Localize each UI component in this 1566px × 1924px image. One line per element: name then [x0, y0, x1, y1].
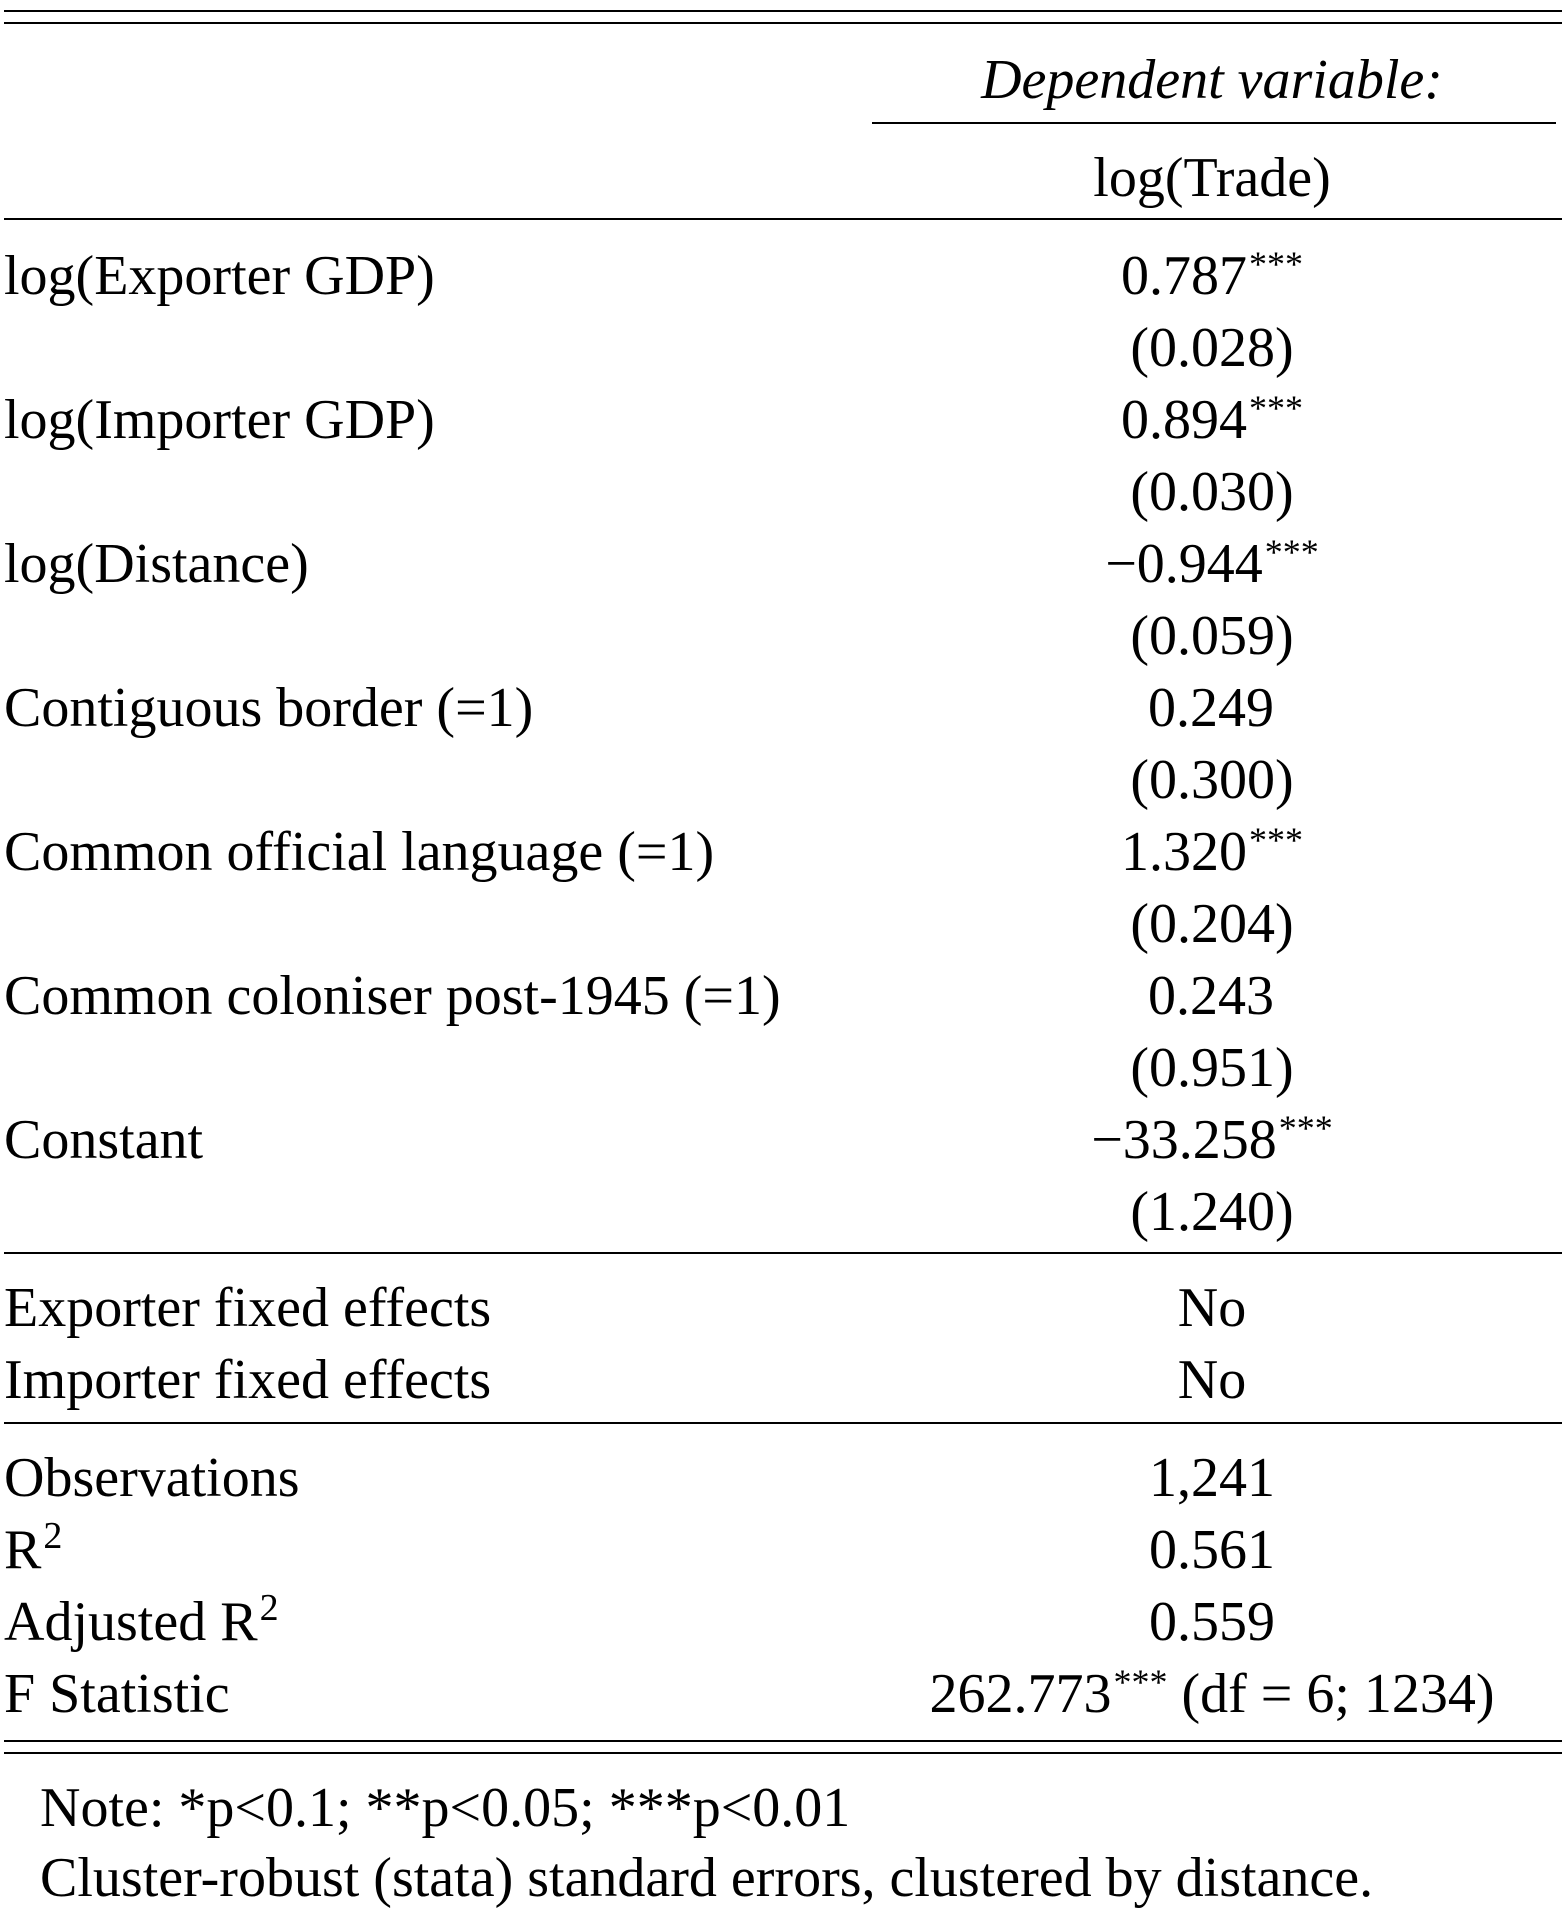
se-row-distance: (0.059) [0, 600, 1566, 672]
significance-stars: *** [1249, 820, 1303, 860]
stat-label: Adjusted R2 [4, 1587, 279, 1653]
coef-row-constant: Constant −33.258*** [0, 1104, 1566, 1176]
se-row-common-language: (0.204) [0, 888, 1566, 960]
coef-estimate: 0.787*** [1121, 244, 1303, 307]
significance-stars: *** [1249, 388, 1303, 428]
coef-standard-error: (0.300) [1130, 749, 1294, 811]
coef-standard-error: (0.204) [1130, 893, 1294, 955]
dependent-variable-rule [872, 122, 1556, 124]
coef-standard-error: (0.030) [1130, 461, 1294, 523]
stat-value: 1,241 [1149, 1447, 1275, 1509]
coef-label: Contiguous border (=1) [4, 677, 534, 739]
superscript: 2 [43, 1515, 63, 1557]
stat-row-adjusted-r2: Adjusted R2 0.559 [0, 1586, 1566, 1658]
coef-label: Common coloniser post-1945 (=1) [4, 965, 781, 1027]
coef-standard-error: (1.240) [1130, 1181, 1294, 1243]
stat-value: 0.559 [1149, 1591, 1275, 1653]
coef-row-importer-gdp: log(Importer GDP) 0.894*** [0, 384, 1566, 456]
coef-standard-error: (0.059) [1130, 605, 1294, 667]
se-row-exporter-gdp: (0.028) [0, 312, 1566, 384]
coefficients-rule [4, 1252, 1562, 1254]
significance-stars: *** [1278, 1108, 1333, 1148]
coef-row-distance: log(Distance) −0.944*** [0, 528, 1566, 600]
stat-row-r2: R2 0.561 [0, 1514, 1566, 1586]
dependent-variable-name: log(Trade) [1093, 147, 1331, 209]
bottom-rule [4, 1740, 1562, 1742]
stat-value: 0.561 [1149, 1519, 1275, 1581]
coef-label: Constant [4, 1109, 204, 1171]
top-rule-2 [4, 22, 1562, 24]
se-row-contiguous-border: (0.300) [0, 744, 1566, 816]
superscript: 2 [259, 1587, 279, 1629]
coef-row-common-coloniser: Common coloniser post-1945 (=1) 0.243 [0, 960, 1566, 1032]
fe-label: Importer fixed effects [4, 1349, 492, 1411]
table-note-significance: Note: *p<0.1; **p<0.05; ***p<0.01 [40, 1777, 851, 1839]
stat-value: 262.773*** (df = 6; 1234) [929, 1662, 1495, 1725]
coef-label: log(Importer GDP) [4, 389, 435, 451]
fixed-effects-rule [4, 1422, 1562, 1424]
significance-stars: *** [1264, 532, 1319, 572]
coef-row-contiguous-border: Contiguous border (=1) 0.249 [0, 672, 1566, 744]
coef-estimate: −33.258*** [1091, 1108, 1333, 1171]
coef-estimate: 1.320*** [1121, 820, 1303, 883]
coef-estimate: 0.249 [1148, 677, 1274, 739]
se-row-constant: (1.240) [0, 1176, 1566, 1248]
bottom-rule-2 [4, 1752, 1562, 1754]
dependent-variable-label: Dependent variable: [981, 49, 1443, 111]
stat-row-observations: Observations 1,241 [0, 1442, 1566, 1514]
se-row-importer-gdp: (0.030) [0, 456, 1566, 528]
coef-label: log(Exporter GDP) [4, 245, 435, 307]
coef-label: Common official language (=1) [4, 821, 715, 883]
coef-standard-error: (0.951) [1130, 1037, 1294, 1099]
stat-label: R2 [4, 1515, 63, 1581]
table-note-standard-errors: Cluster-robust (stata) standard errors, … [40, 1847, 1374, 1909]
coef-row-exporter-gdp: log(Exporter GDP) 0.787*** [0, 240, 1566, 312]
coef-estimate: 0.243 [1148, 965, 1274, 1027]
coef-estimate: −0.944*** [1105, 532, 1319, 595]
significance-stars: *** [1113, 1662, 1168, 1702]
coef-row-common-language: Common official language (=1) 1.320*** [0, 816, 1566, 888]
dependent-variable-row: log(Trade) [0, 142, 1566, 214]
fe-value: No [1177, 1277, 1247, 1339]
se-row-common-coloniser: (0.951) [0, 1032, 1566, 1104]
top-rule [4, 10, 1562, 12]
fe-row-exporter: Exporter fixed effects No [0, 1272, 1566, 1344]
stat-label: Observations [4, 1447, 300, 1509]
fe-value: No [1177, 1349, 1247, 1411]
fe-label: Exporter fixed effects [4, 1277, 492, 1339]
coef-standard-error: (0.028) [1130, 317, 1294, 379]
fe-row-importer: Importer fixed effects No [0, 1344, 1566, 1416]
coef-estimate: 0.894*** [1121, 388, 1303, 451]
coef-label: log(Distance) [4, 533, 309, 595]
stat-row-f-statistic: F Statistic 262.773*** (df = 6; 1234) [0, 1658, 1566, 1730]
header-rule [4, 218, 1562, 220]
significance-stars: *** [1249, 244, 1303, 284]
degrees-of-freedom: (df = 6; 1234) [1181, 1663, 1495, 1725]
stat-label: F Statistic [4, 1663, 230, 1725]
